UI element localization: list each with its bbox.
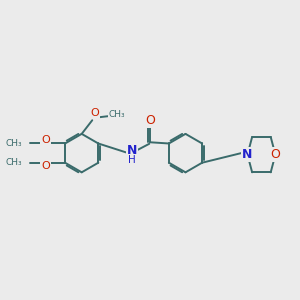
Text: CH₃: CH₃ (5, 158, 22, 167)
Text: O: O (271, 148, 281, 161)
Text: O: O (91, 108, 99, 118)
Text: O: O (145, 114, 155, 127)
Text: H: H (128, 155, 136, 165)
Text: CH₃: CH₃ (5, 139, 22, 148)
Text: O: O (41, 161, 50, 171)
Text: N: N (242, 148, 252, 161)
Text: CH₃: CH₃ (109, 110, 125, 119)
Text: N: N (127, 144, 137, 157)
Text: O: O (41, 135, 50, 146)
